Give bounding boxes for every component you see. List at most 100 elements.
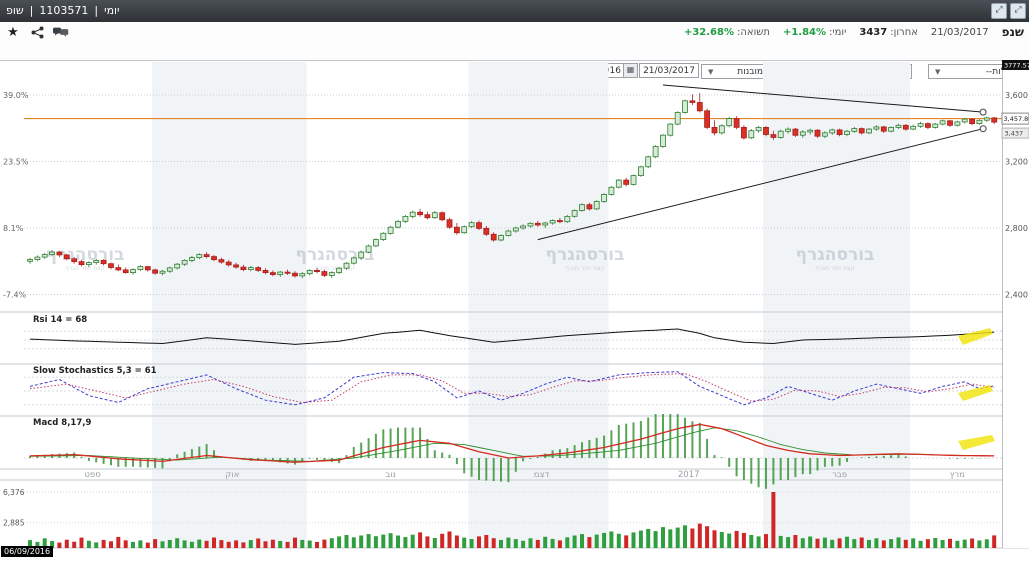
volume-bar <box>175 538 179 548</box>
candle-body <box>521 226 526 228</box>
volume-bar <box>867 540 871 548</box>
volume-bar <box>874 538 878 548</box>
candle-body <box>138 267 143 270</box>
month-label: אוק <box>225 470 239 480</box>
candle-body <box>675 113 680 125</box>
candle-body <box>28 260 33 262</box>
candle-body <box>661 135 666 146</box>
volume-bar <box>102 540 106 548</box>
candle-body <box>668 124 673 135</box>
volume-bar <box>293 538 297 548</box>
rsi-label: Rsi 14 = 68 <box>33 315 87 325</box>
candle-body <box>101 260 106 263</box>
candle-body <box>719 126 724 133</box>
candle-body <box>64 255 69 259</box>
volume-bar <box>624 535 628 548</box>
candle-body <box>992 118 997 122</box>
candle-body <box>462 227 467 233</box>
price-axis-label: 3,200 <box>1005 158 1028 167</box>
candle-body <box>322 272 327 276</box>
candle-body <box>580 205 585 211</box>
volume-bar <box>639 531 643 548</box>
highlighter-marks <box>958 328 995 450</box>
trendline-handle[interactable] <box>980 126 986 132</box>
volume-bar <box>116 537 120 548</box>
candle-body <box>484 228 489 234</box>
volume-bar <box>300 540 304 548</box>
volume-bar <box>977 540 981 548</box>
candle-body <box>263 270 268 272</box>
candle-body <box>970 119 975 124</box>
candle-body <box>955 122 960 125</box>
volume-bar <box>278 541 282 548</box>
volume-bar <box>183 540 187 548</box>
daily-change-value: +1.84% <box>783 27 826 38</box>
percent-axis-label: -7.4% <box>3 291 27 300</box>
candle-body <box>962 119 967 122</box>
volume-axis-label: 2,885 <box>3 519 25 528</box>
volume-bar <box>367 534 371 548</box>
comments-button[interactable] <box>53 25 69 39</box>
candle-body <box>940 121 945 124</box>
title-symbol: שופ <box>6 4 24 17</box>
candle-body <box>506 231 511 236</box>
title-interval: יומי <box>104 4 119 17</box>
candle-body <box>808 130 813 132</box>
ticker-symbol: שנפ <box>1002 25 1024 39</box>
candle-body <box>469 223 474 227</box>
candle-body <box>705 111 710 128</box>
expand-window-button[interactable]: ⤢ <box>991 3 1007 19</box>
candle-body <box>793 129 798 135</box>
candle-body <box>167 268 172 271</box>
volume-bar <box>396 536 400 549</box>
candle-body <box>800 132 805 135</box>
candle-body <box>219 260 224 263</box>
candle-body <box>624 180 629 184</box>
volume-bar <box>779 536 783 548</box>
candle-body <box>491 234 496 240</box>
candle-body <box>653 147 658 157</box>
volume-bar <box>286 542 290 548</box>
current-level-badge-text: 3,457.80 <box>1004 115 1029 123</box>
volume-bar <box>411 535 415 548</box>
month-label: ספט <box>84 470 101 480</box>
volume-bar <box>138 540 142 548</box>
candle-body <box>477 223 482 229</box>
volume-bar <box>897 537 901 548</box>
volume-bar <box>676 528 680 548</box>
price-axis-label: 2,800 <box>1005 224 1028 233</box>
share-button[interactable] <box>29 25 45 39</box>
candle-body <box>256 268 261 271</box>
candle-body <box>248 268 253 270</box>
candle-body <box>204 255 209 257</box>
volume-bar <box>845 537 849 548</box>
candle-body <box>123 270 128 273</box>
candle-body <box>344 263 349 268</box>
volume-bar <box>521 541 525 548</box>
volume-bar <box>852 539 856 548</box>
daily-change-label: יומי: <box>829 27 846 38</box>
volume-bar <box>484 535 488 548</box>
candle-body <box>697 103 702 111</box>
candle-body <box>160 271 165 273</box>
volume-bar <box>992 535 996 548</box>
candle-body <box>388 227 393 233</box>
candle-body <box>749 131 754 138</box>
popout-window-button[interactable]: ⤢ <box>1010 3 1026 19</box>
candle-body <box>57 252 62 255</box>
volume-axis-label: 6,376 <box>3 488 25 497</box>
candle-body <box>727 119 732 126</box>
favorite-star-button[interactable]: ★ <box>5 25 21 39</box>
volume-bar <box>153 539 157 548</box>
candle-body <box>911 126 916 129</box>
candle-body <box>513 228 518 231</box>
candle-body <box>867 129 872 133</box>
volume-bar <box>926 539 930 548</box>
candle-body <box>212 257 217 260</box>
volume-bar <box>985 539 989 548</box>
trendline-handle[interactable] <box>980 109 986 115</box>
volume-bar <box>197 540 201 548</box>
price-axis-label: 2,400 <box>1005 291 1028 300</box>
volume-bar <box>793 535 797 548</box>
